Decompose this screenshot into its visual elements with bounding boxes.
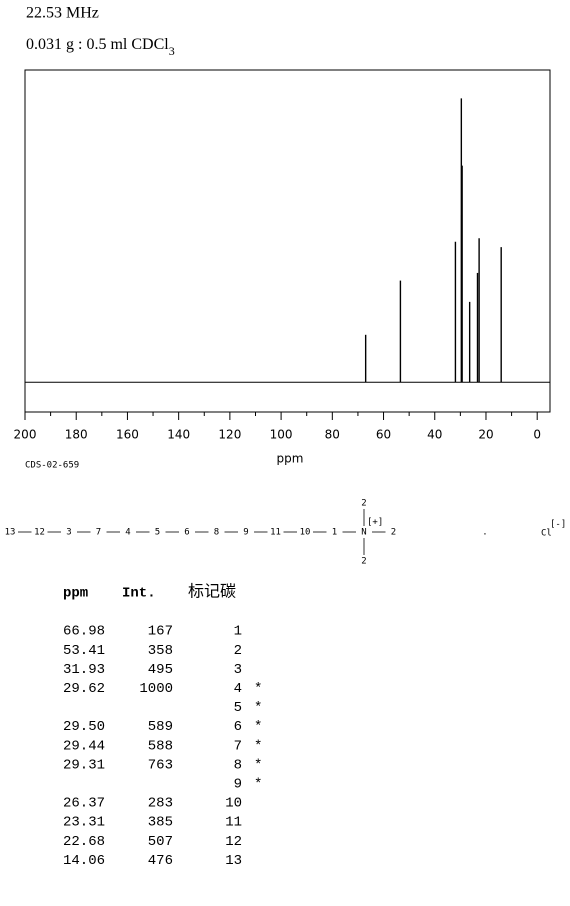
table-cell: 7 (234, 738, 242, 754)
x-tick-label: 200 (14, 428, 37, 442)
charge: [+] (367, 518, 383, 528)
table-cell: 385 (148, 815, 173, 831)
table-cell: 22.68 (63, 834, 105, 850)
table-cell: * (254, 757, 262, 773)
atom-label: 2 (391, 528, 396, 538)
table-cell: 589 (148, 719, 173, 735)
plot-frame (24, 69, 551, 413)
atom-label: 8 (214, 528, 219, 538)
table-cell: 283 (148, 796, 173, 812)
table-cell: 10 (225, 796, 242, 812)
table-cell: 588 (148, 738, 173, 754)
table-cell: 12 (225, 834, 242, 850)
atom-label: 1 (332, 528, 337, 538)
table-header: ppm (63, 586, 88, 602)
table-cell: 763 (148, 757, 173, 773)
x-axis-label: ppm (277, 452, 304, 466)
table-cell: 5 (234, 700, 242, 716)
x-tick-label: 160 (116, 428, 139, 442)
x-tick-label: 20 (478, 428, 493, 442)
table-cell: 8 (234, 757, 242, 773)
table-cell: 11 (225, 815, 242, 831)
table-cell: 3 (234, 662, 242, 678)
x-tick-label: 80 (325, 428, 340, 442)
table-cell: 53.41 (63, 643, 105, 659)
table-header: 标记碳 (188, 583, 236, 601)
atom-label: 5 (155, 528, 160, 538)
table-cell: 1000 (139, 681, 173, 697)
sample-text: 0.031 g : 0.5 ml CDCl (26, 36, 169, 53)
table-cell: 14.06 (63, 853, 105, 869)
table-cell: 507 (148, 834, 173, 850)
charge: [-] (550, 520, 566, 530)
table-cell: 9 (234, 777, 242, 793)
atom-label: 6 (184, 528, 189, 538)
table-cell: 29.62 (63, 681, 105, 697)
atom-label: 7 (96, 528, 101, 538)
x-tick-label: 100 (270, 428, 293, 442)
table-cell: 31.93 (63, 662, 105, 678)
table-cell: 29.31 (63, 757, 105, 773)
atom-label: 3 (66, 528, 71, 538)
x-tick-label: 180 (65, 428, 88, 442)
atom-label: 12 (34, 528, 45, 538)
x-tick-label: 0 (533, 428, 541, 442)
table-cell: 66.98 (63, 624, 105, 640)
sample-subscript: 3 (169, 44, 175, 58)
separator: . (482, 528, 487, 538)
table-cell: 6 (234, 719, 242, 735)
table-cell: 1 (234, 624, 242, 640)
atom-label: 13 (5, 528, 16, 538)
table-cell: 476 (148, 853, 173, 869)
table-cell: 2 (234, 643, 242, 659)
table-cell: 4 (234, 681, 242, 697)
table-cell: * (254, 700, 262, 716)
counterion: Cl (541, 529, 552, 539)
table-cell: 167 (148, 624, 173, 640)
atom-label: 10 (300, 528, 311, 538)
atom-label: 4 (125, 528, 130, 538)
atom-label: 2 (361, 499, 366, 509)
table-cell: 29.50 (63, 719, 105, 735)
table-cell: 29.44 (63, 738, 105, 754)
table-cell: * (254, 738, 262, 754)
x-tick-label: 60 (376, 428, 391, 442)
atom-label: N (361, 528, 366, 538)
sample: 0.031 g : 0.5 ml CDCl3 (26, 36, 175, 58)
table-header: Int. (122, 586, 156, 602)
table-cell: 13 (225, 853, 242, 869)
x-tick-label: 140 (167, 428, 190, 442)
x-tick-label: 40 (427, 428, 442, 442)
spectrum-code: CDS-02-659 (25, 461, 79, 471)
table-cell: 495 (148, 662, 173, 678)
table-cell: 358 (148, 643, 173, 659)
frequency: 22.53 MHz (26, 5, 99, 22)
table-cell: * (254, 681, 262, 697)
atom-label: 11 (270, 528, 281, 538)
atom-label: 2 (361, 557, 366, 567)
table-cell: 23.31 (63, 815, 105, 831)
x-tick-label: 120 (218, 428, 241, 442)
table-cell: 26.37 (63, 796, 105, 812)
table-cell: * (254, 777, 262, 793)
table-cell: * (254, 719, 262, 735)
atom-label: 9 (243, 528, 248, 538)
